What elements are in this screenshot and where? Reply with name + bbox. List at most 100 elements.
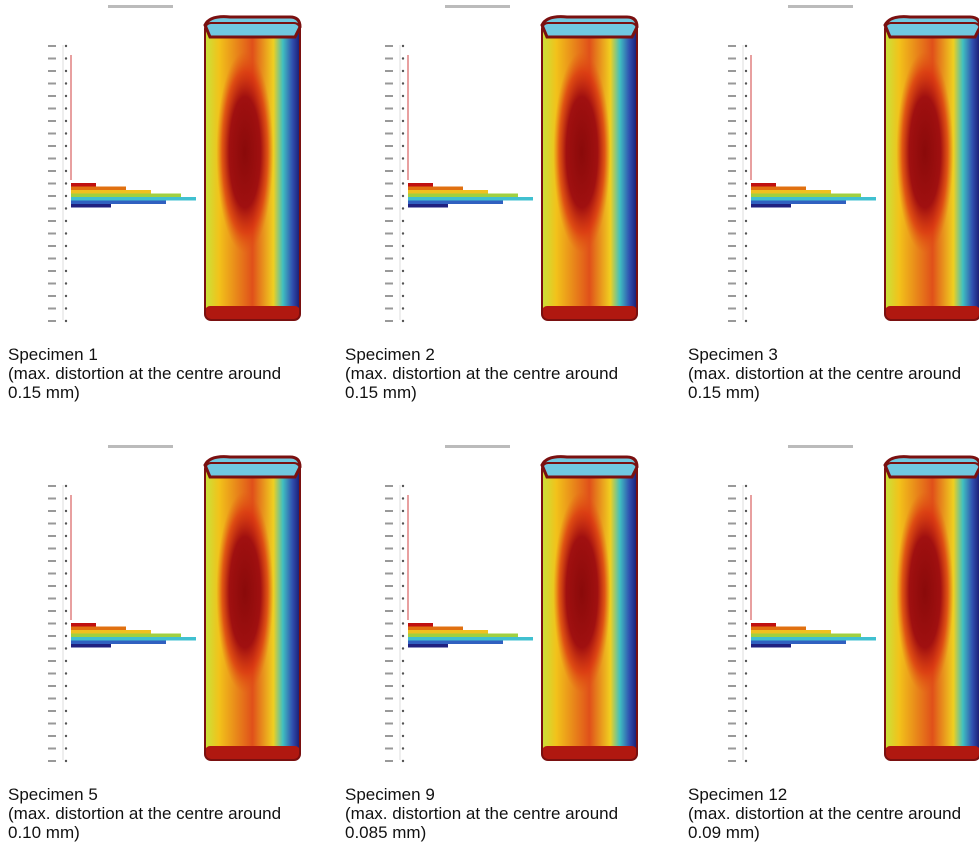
scale-tick [48,320,56,322]
scale-dot [64,609,68,613]
scale-tick [728,710,736,712]
scale-dot [401,734,405,738]
scale-tick [728,585,736,587]
scale-dot [64,709,68,713]
scale-tick [48,132,56,135]
scale-tick [48,610,56,612]
scale-tick [48,107,56,110]
scale-dot [64,157,68,160]
scale-dot [744,697,748,700]
scale-dot [744,319,748,323]
histogram-bar [751,183,776,187]
scale-tick [385,672,393,675]
scale-tick [48,157,56,160]
scale-tick [385,510,393,512]
scale-tick [385,245,393,247]
scale-tick [728,120,736,122]
scale-dot [64,319,68,323]
caption: Specimen 1 (max. distortion at the centre… [8,345,281,402]
scale-dot [744,244,748,248]
scale-tick [728,170,736,172]
scale-tick [728,70,736,72]
scale-tick [385,70,393,72]
scale-tick [48,45,56,47]
scale-dot [64,647,68,650]
scale-tick [385,760,393,762]
scale-dot [64,522,68,525]
scale-dot [401,107,405,110]
scale-tick [385,585,393,587]
scale-tick [385,635,393,637]
scale-dot [744,257,748,260]
scale-dot [64,307,68,310]
scale-dot [64,169,68,173]
caption: Specimen 9 (max. distortion at the centre… [345,785,618,842]
scale-tick [728,535,736,537]
scale-dot [64,194,68,198]
scale-tick [385,282,393,285]
histogram-bar [408,186,463,190]
scale-tick [48,560,56,562]
scale-tick [728,747,736,750]
scale-tick [728,45,736,47]
scale-dot [401,497,405,500]
scale-dot [401,169,405,173]
scale-tick [385,747,393,750]
scale-tick [728,307,736,310]
scale-dot [401,759,405,763]
scale-dot [64,597,68,600]
scale-tick [728,320,736,322]
scale-tick [48,585,56,587]
scale-dot [401,672,405,675]
scale-dot [64,182,68,185]
distortion-core [216,51,274,253]
scale-tick [385,232,393,235]
scale-dot [744,484,748,488]
scale-dot [64,547,68,550]
histogram-bar [408,633,518,637]
scale-dot [401,647,405,650]
scale-dot [64,82,68,85]
scale-dot [401,722,405,725]
scale-dot [401,219,405,223]
scale-dot [64,257,68,260]
histogram-bar [408,626,463,630]
scale-dot [64,759,68,763]
scale-dot [64,622,68,625]
scale-tick [48,70,56,72]
scale-tick [48,760,56,762]
scale-tick [728,510,736,512]
scale-dot [744,57,748,60]
scale-dot [401,684,405,688]
scale-dot [401,82,405,85]
specimen-base [205,306,300,320]
scale-dot [401,119,405,123]
histogram-bar [751,200,846,204]
header-text-placeholder [108,445,173,448]
scale-tick [48,57,56,60]
header-text-placeholder [788,5,853,8]
scale-dot [744,194,748,198]
scale-tick [728,497,736,500]
scale-tick [385,647,393,650]
scale-tick [48,722,56,725]
histogram-bar [71,190,151,194]
header-text-placeholder [445,5,510,8]
scale-dot [401,509,405,513]
histogram-bar [408,193,518,197]
scale-tick [728,82,736,85]
scale-dot [744,294,748,298]
histogram-bar [751,623,776,627]
scale-tick [728,195,736,197]
scale-dot [401,207,405,210]
histogram-bar [751,633,861,637]
scale-dot [64,484,68,488]
scale-tick [48,635,56,637]
scale-tick [728,132,736,135]
scale-tick [728,635,736,637]
header-text-placeholder [445,445,510,448]
histogram-bar [751,640,846,644]
scale-tick [728,207,736,210]
scale-tick [728,57,736,60]
scale-tick [728,232,736,235]
